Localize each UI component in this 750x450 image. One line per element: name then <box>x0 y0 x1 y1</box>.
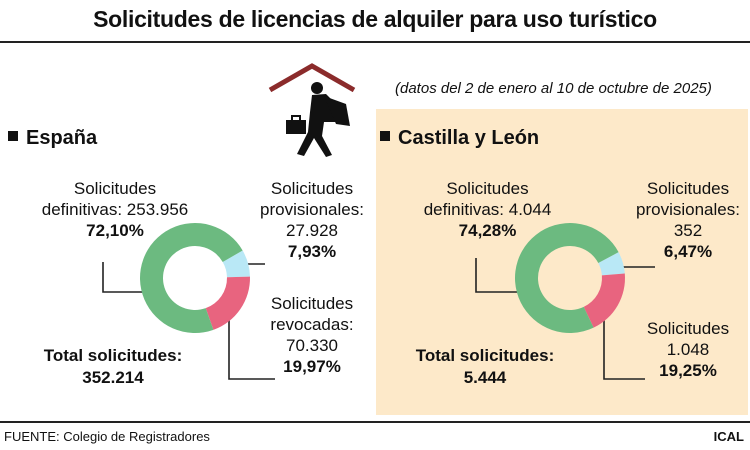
percent: 74,28% <box>458 221 517 240</box>
chart-title: Solicitudes de licencias de alquiler par… <box>93 6 657 32</box>
percent: 19,97% <box>283 357 341 376</box>
label-line: Solicitudes <box>270 294 354 313</box>
label-definitivas-espana: Solicitudes definitivas: 253.956 72,10% <box>20 178 210 241</box>
total-label: Total solicitudes: <box>415 346 555 365</box>
title-divider <box>0 41 750 43</box>
total-value: 5.444 <box>463 368 507 387</box>
total-espana: Total solicitudes: 352.214 <box>28 345 198 389</box>
slice-revocadas <box>583 273 625 328</box>
label-line: revocadas: <box>270 315 354 334</box>
slice-definitivas <box>140 223 243 333</box>
label-line: provisionales: <box>260 200 364 219</box>
region-title-espana: España <box>8 127 97 150</box>
slice-provisionales <box>598 252 625 276</box>
bullet-square-icon <box>8 131 18 141</box>
label-provisionales-espana: Solicitudes provisionales: 27.928 7,93% <box>252 178 372 262</box>
label-revocadas-cyl: Solicitudes 1.048 19,25% <box>628 318 748 381</box>
source-note: FUENTE: Colegio de Registradores <box>4 429 210 444</box>
percent: 6,47% <box>663 242 713 261</box>
footer-divider <box>0 421 750 423</box>
donut-chart-cyl <box>514 223 625 333</box>
label-line: definitivas: 253.956 <box>41 200 189 219</box>
value: 1.048 <box>666 340 710 359</box>
castilla-leon-panel <box>376 109 748 415</box>
label-revocadas-espana: Solicitudes revocadas: 70.330 19,97% <box>252 293 372 377</box>
total-value: 352.214 <box>82 368 144 387</box>
slice-definitivas <box>514 223 619 333</box>
label-line: provisionales: <box>636 200 740 219</box>
bullet-square-icon <box>380 131 390 141</box>
region-name: España <box>26 127 98 149</box>
slice-revocadas <box>205 276 250 330</box>
label-provisionales-cyl: Solicitudes provisionales: 352 6,47% <box>628 178 748 262</box>
value: 27.928 <box>286 221 338 240</box>
date-range-note: (datos del 2 de enero al 10 de octubre d… <box>395 80 712 97</box>
region-title-cyl: Castilla y León <box>380 127 539 150</box>
credit: ICAL <box>713 429 744 444</box>
man-carrying-suitcase-under-roof-icon <box>268 63 356 157</box>
label-definitivas-cyl: Solicitudes definitivas: 4.044 74,28% <box>395 178 580 241</box>
label-line: definitivas: 4.044 <box>423 200 552 219</box>
value: 352 <box>673 221 703 240</box>
percent: 19,25% <box>659 361 717 380</box>
slice-provisionales <box>222 250 250 278</box>
percent: 7,93% <box>287 242 337 261</box>
label-line: Solicitudes <box>646 319 730 338</box>
total-label: Total solicitudes: <box>43 346 183 365</box>
label-line: Solicitudes <box>646 179 730 198</box>
donut-chart-espana <box>140 223 250 333</box>
total-cyl: Total solicitudes: 5.444 <box>400 345 570 389</box>
label-line: Solicitudes <box>446 179 529 198</box>
percent: 72,10% <box>86 221 144 240</box>
region-name: Castilla y León <box>398 127 540 149</box>
value: 70.330 <box>286 336 338 355</box>
label-line: Solicitudes <box>270 179 354 198</box>
label-line: Solicitudes <box>73 179 157 198</box>
